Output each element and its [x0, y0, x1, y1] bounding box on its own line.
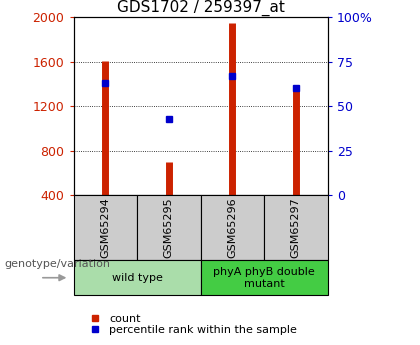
Bar	[74, 260, 201, 295]
Bar	[201, 260, 328, 295]
Text: genotype/variation: genotype/variation	[4, 259, 110, 269]
Text: GSM65296: GSM65296	[227, 197, 237, 258]
Title: GDS1702 / 259397_at: GDS1702 / 259397_at	[117, 0, 284, 16]
Legend: count, percentile rank within the sample: count, percentile rank within the sample	[79, 309, 302, 339]
Text: phyA phyB double
mutant: phyA phyB double mutant	[213, 267, 315, 288]
Bar	[201, 195, 264, 260]
Text: wild type: wild type	[112, 273, 163, 283]
Text: GSM65294: GSM65294	[100, 197, 110, 258]
Bar	[137, 195, 201, 260]
Bar	[74, 195, 137, 260]
Text: GSM65295: GSM65295	[164, 197, 174, 258]
Bar	[264, 195, 328, 260]
Text: GSM65297: GSM65297	[291, 197, 301, 258]
